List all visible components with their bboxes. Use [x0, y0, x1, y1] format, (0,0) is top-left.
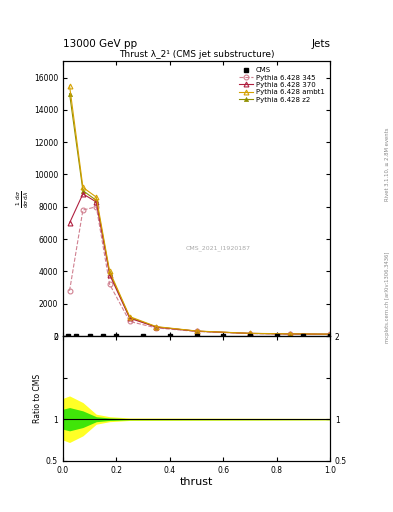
Pythia 6.428 345	[194, 328, 199, 334]
Pythia 6.428 z2	[328, 331, 332, 337]
Pythia 6.428 370	[248, 330, 252, 336]
CMS	[66, 333, 71, 339]
Pythia 6.428 370	[328, 331, 332, 337]
Pythia 6.428 z2	[67, 91, 72, 97]
Pythia 6.428 370	[81, 191, 85, 197]
X-axis label: thrust: thrust	[180, 477, 213, 487]
Text: Rivet 3.1.10, ≥ 2.8M events: Rivet 3.1.10, ≥ 2.8M events	[385, 127, 389, 201]
Pythia 6.428 ambt1	[127, 313, 132, 319]
CMS	[114, 333, 119, 339]
Pythia 6.428 345	[67, 288, 72, 294]
Pythia 6.428 ambt1	[94, 194, 99, 200]
Pythia 6.428 345	[94, 204, 99, 210]
CMS	[248, 333, 252, 339]
CMS	[87, 333, 92, 339]
Pythia 6.428 370	[107, 271, 112, 278]
Pythia 6.428 345	[127, 318, 132, 325]
Text: Jets: Jets	[311, 38, 330, 49]
CMS	[328, 333, 332, 339]
Text: CMS_2021_I1920187: CMS_2021_I1920187	[185, 245, 250, 251]
CMS	[221, 333, 226, 339]
Pythia 6.428 345	[81, 207, 85, 213]
CMS	[194, 333, 199, 339]
Pythia 6.428 ambt1	[194, 328, 199, 334]
Pythia 6.428 ambt1	[154, 324, 159, 330]
Pythia 6.428 z2	[248, 330, 252, 336]
Pythia 6.428 370	[154, 324, 159, 330]
Pythia 6.428 345	[328, 331, 332, 337]
Pythia 6.428 z2	[127, 314, 132, 321]
Y-axis label: Ratio to CMS: Ratio to CMS	[33, 374, 42, 423]
Pythia 6.428 z2	[94, 197, 99, 203]
CMS	[101, 333, 105, 339]
Pythia 6.428 ambt1	[288, 331, 292, 337]
Pythia 6.428 370	[94, 199, 99, 205]
Pythia 6.428 z2	[288, 331, 292, 337]
Pythia 6.428 z2	[107, 270, 112, 276]
Y-axis label: $\frac{1}{\mathrm{d}\sigma}\frac{\mathrm{d}\sigma}{\mathrm{d}\lambda}$: $\frac{1}{\mathrm{d}\sigma}\frac{\mathrm…	[15, 189, 31, 208]
Line: Pythia 6.428 345: Pythia 6.428 345	[67, 204, 332, 337]
CMS	[74, 333, 79, 339]
Line: Pythia 6.428 370: Pythia 6.428 370	[67, 191, 332, 337]
Pythia 6.428 ambt1	[107, 268, 112, 274]
Text: mcplots.cern.ch [arXiv:1306.3436]: mcplots.cern.ch [arXiv:1306.3436]	[385, 251, 389, 343]
Pythia 6.428 370	[194, 328, 199, 334]
Pythia 6.428 345	[288, 331, 292, 337]
Pythia 6.428 z2	[194, 328, 199, 334]
CMS	[141, 333, 145, 339]
Line: Pythia 6.428 z2: Pythia 6.428 z2	[68, 92, 332, 336]
CMS	[301, 333, 306, 339]
Pythia 6.428 345	[248, 331, 252, 337]
Text: 13000 GeV pp: 13000 GeV pp	[63, 38, 137, 49]
Pythia 6.428 370	[288, 331, 292, 337]
Line: Pythia 6.428 ambt1: Pythia 6.428 ambt1	[67, 83, 332, 336]
Pythia 6.428 370	[67, 220, 72, 226]
Pythia 6.428 370	[127, 315, 132, 322]
CMS	[274, 333, 279, 339]
Pythia 6.428 345	[107, 281, 112, 287]
Pythia 6.428 z2	[154, 324, 159, 330]
Pythia 6.428 z2	[81, 187, 85, 194]
Pythia 6.428 ambt1	[67, 82, 72, 89]
Title: Thrust λ_2¹ (CMS jet substructure): Thrust λ_2¹ (CMS jet substructure)	[119, 50, 274, 59]
Pythia 6.428 345	[154, 325, 159, 331]
Line: CMS: CMS	[66, 334, 332, 338]
Pythia 6.428 ambt1	[81, 184, 85, 190]
Pythia 6.428 ambt1	[328, 331, 332, 337]
CMS	[167, 333, 172, 339]
Pythia 6.428 ambt1	[248, 330, 252, 336]
Legend: CMS, Pythia 6.428 345, Pythia 6.428 370, Pythia 6.428 ambt1, Pythia 6.428 z2: CMS, Pythia 6.428 345, Pythia 6.428 370,…	[237, 65, 327, 105]
